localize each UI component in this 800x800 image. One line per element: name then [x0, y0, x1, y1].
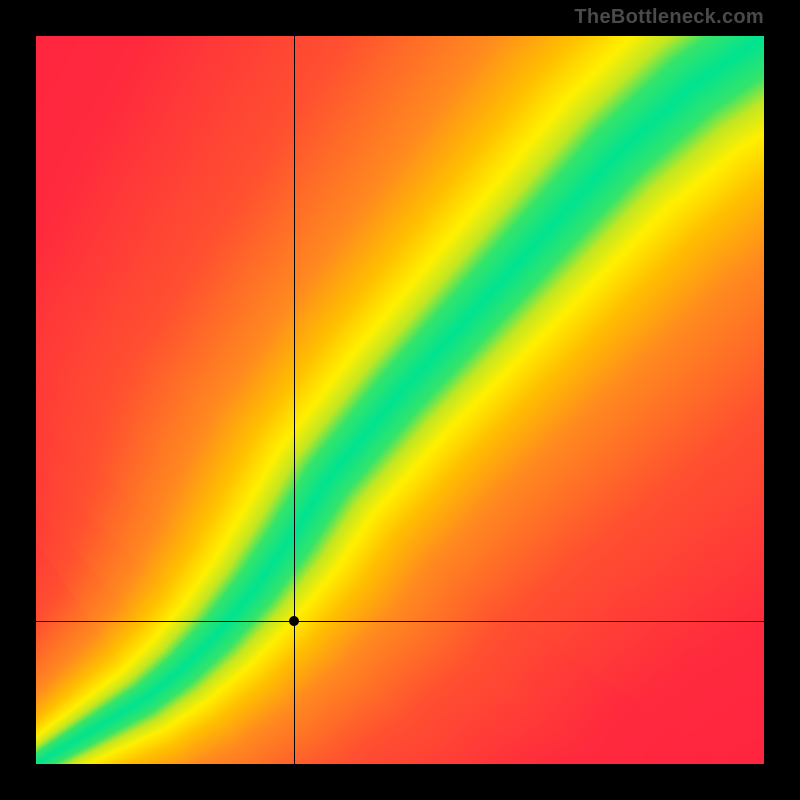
marker-dot: [289, 616, 299, 626]
crosshair-vertical: [294, 36, 295, 764]
heatmap-plot: [36, 36, 764, 764]
watermark-text: TheBottleneck.com: [574, 6, 764, 29]
heatmap-canvas: [36, 36, 764, 764]
crosshair-horizontal: [36, 621, 764, 622]
